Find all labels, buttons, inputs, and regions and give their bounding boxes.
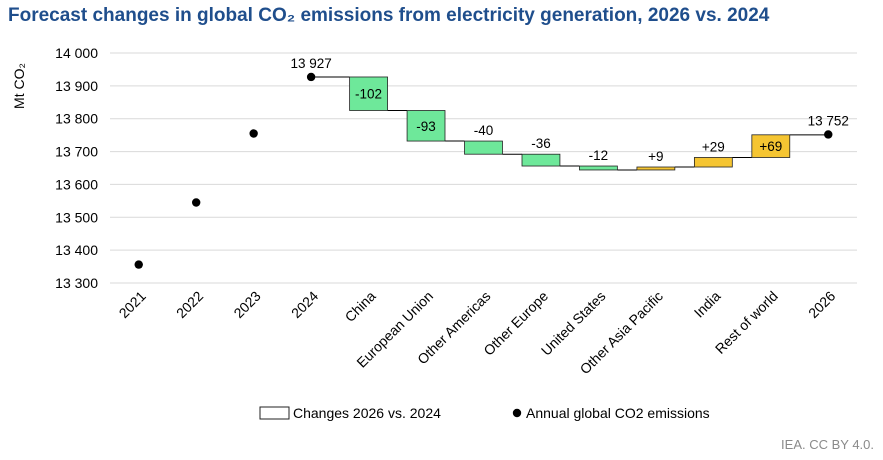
change-bar <box>521 153 561 167</box>
legend-label-changes: Changes 2026 vs. 2024 <box>293 405 441 421</box>
change-bar <box>349 76 388 111</box>
y-tick-label: 13 700 <box>55 144 98 160</box>
data-label: -36 <box>531 136 551 151</box>
annual-point <box>249 129 258 138</box>
y-tick-label: 14 000 <box>55 45 98 61</box>
y-tick-label: 13 900 <box>55 78 98 94</box>
annual-point <box>306 72 316 82</box>
point-label: 13 927 <box>290 56 331 71</box>
x-tick-label: India <box>691 288 724 321</box>
legend-dot-symbol <box>512 408 522 418</box>
y-tick-label: 13 800 <box>55 111 98 127</box>
data-labels: -102 -93 -40 -36 -12 +9 +29 +69 13 927 13 752 <box>290 56 848 164</box>
x-tick-label: 2026 <box>805 288 838 321</box>
annual-point <box>824 130 833 139</box>
data-label: -40 <box>474 123 494 138</box>
point-label: 13 752 <box>808 113 849 128</box>
y-axis-label: Mt CO₂ <box>11 63 27 109</box>
change-bars <box>349 76 791 171</box>
y-axis-ticks: 13 300 13 400 13 500 13 600 13 700 13 800 13 9… <box>55 45 98 291</box>
y-tick-label: 13 300 <box>55 275 98 291</box>
legend-box-symbol <box>259 406 290 420</box>
annual-point <box>191 198 201 207</box>
data-label: -93 <box>416 119 436 134</box>
annual-point <box>134 260 143 269</box>
data-label: -12 <box>589 148 609 163</box>
change-bar <box>406 110 446 142</box>
chart-title: Forecast changes in global CO₂ emissions… <box>8 5 770 26</box>
x-tick-label: 2021 <box>116 288 149 321</box>
x-tick-label: 2023 <box>230 288 263 321</box>
change-bar <box>464 140 503 155</box>
data-label: +69 <box>759 139 782 154</box>
x-tick-label: 2022 <box>173 288 206 321</box>
gridlines <box>110 52 857 284</box>
y-tick-label: 13 500 <box>55 209 98 225</box>
legend-label-annual: Annual global CO2 emissions <box>526 405 710 421</box>
change-bar <box>579 165 618 171</box>
x-tick-label: China <box>342 288 379 325</box>
y-tick-label: 13 400 <box>55 242 98 258</box>
legend: Changes 2026 vs. 2024 Annual global CO2 … <box>259 405 710 421</box>
annual-points <box>134 72 833 269</box>
change-bar <box>636 166 676 171</box>
data-label: +29 <box>702 139 725 154</box>
data-label: +9 <box>648 149 663 164</box>
x-tick-label: 2024 <box>288 288 321 321</box>
change-bar <box>751 134 791 158</box>
credit-text: IEA. CC BY 4.0. <box>781 437 874 452</box>
connectors <box>311 76 829 171</box>
data-label: -102 <box>355 87 382 102</box>
change-bar <box>693 157 733 168</box>
y-tick-label: 13 600 <box>55 176 98 192</box>
